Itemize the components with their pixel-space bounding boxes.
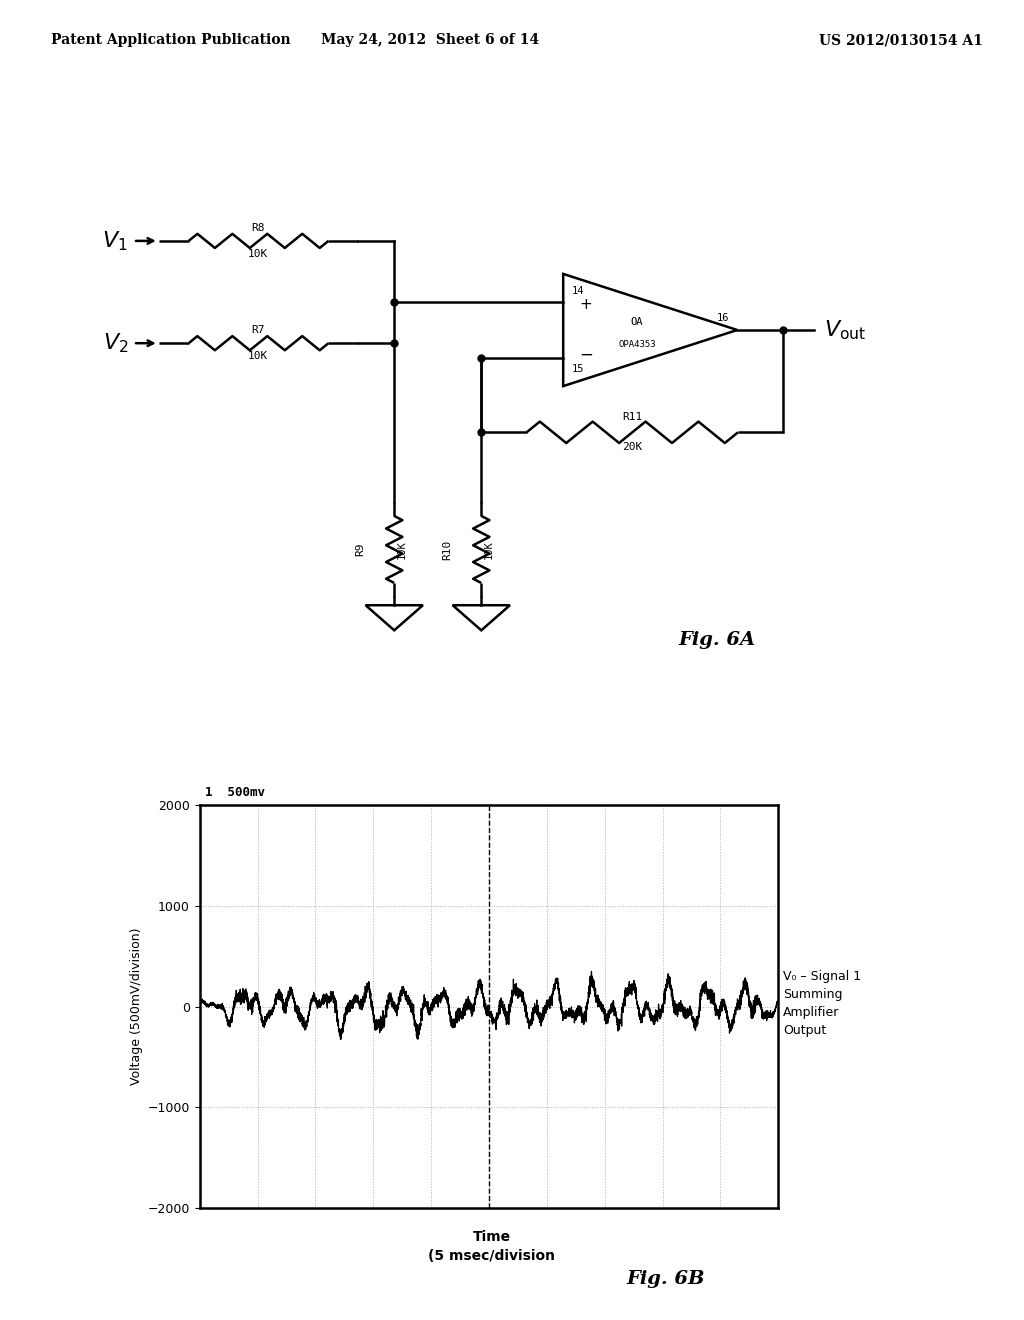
Text: OA: OA	[631, 317, 643, 327]
Text: 10K: 10K	[248, 249, 268, 259]
Text: 10K: 10K	[396, 540, 407, 558]
Text: 10K: 10K	[248, 351, 268, 362]
Y-axis label: Voltage (500mV/division): Voltage (500mV/division)	[130, 928, 143, 1085]
Text: (5 msec/division: (5 msec/division	[428, 1249, 555, 1263]
Text: $V_2$: $V_2$	[102, 331, 128, 355]
Text: 14: 14	[571, 285, 584, 296]
Text: R10: R10	[442, 540, 453, 560]
Text: May 24, 2012  Sheet 6 of 14: May 24, 2012 Sheet 6 of 14	[321, 33, 540, 48]
Text: R11: R11	[623, 412, 642, 422]
Text: +: +	[580, 297, 592, 313]
Text: US 2012/0130154 A1: US 2012/0130154 A1	[819, 33, 983, 48]
Text: $V_1$: $V_1$	[102, 230, 128, 252]
Text: Fig. 6B: Fig. 6B	[627, 1270, 705, 1288]
Text: Time: Time	[472, 1230, 511, 1245]
Text: OPA4353: OPA4353	[618, 341, 655, 348]
Text: 16: 16	[717, 313, 729, 323]
Text: 15: 15	[571, 364, 584, 375]
Text: Fig. 6A: Fig. 6A	[678, 631, 756, 649]
Text: 1  500mv: 1 500mv	[206, 787, 265, 799]
Text: Patent Application Publication: Patent Application Publication	[51, 33, 291, 48]
Text: 10K: 10K	[483, 540, 494, 558]
Text: −: −	[579, 346, 593, 364]
Text: V₀ – Signal 1
Summing
Amplifier
Output: V₀ – Signal 1 Summing Amplifier Output	[783, 970, 861, 1036]
Text: R8: R8	[251, 223, 265, 232]
Text: $V_\mathrm{out}$: $V_\mathrm{out}$	[824, 318, 866, 342]
Text: R9: R9	[355, 543, 366, 556]
Text: R7: R7	[251, 325, 265, 335]
Text: 20K: 20K	[623, 442, 642, 453]
